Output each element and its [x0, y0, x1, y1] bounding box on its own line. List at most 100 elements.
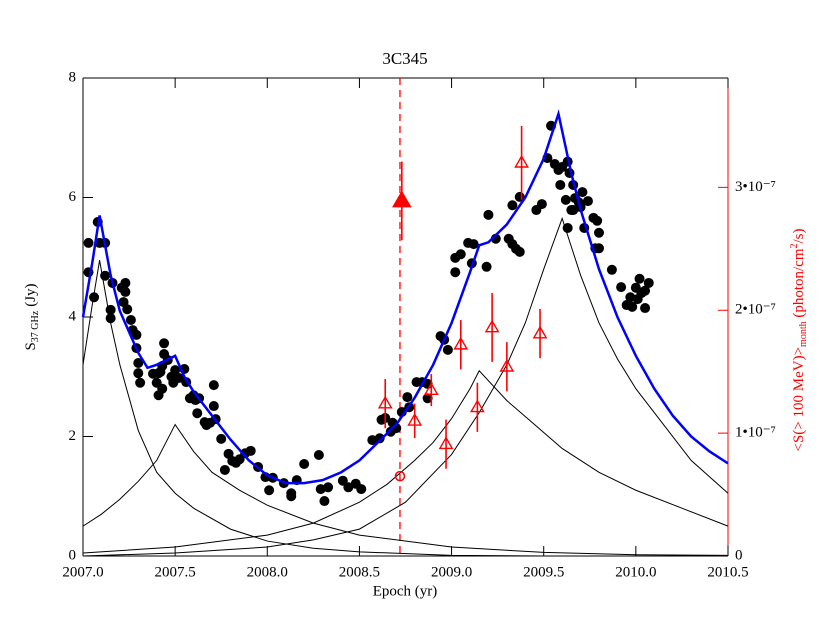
- y-tick-label: 0: [69, 547, 77, 563]
- data-point: [594, 227, 604, 238]
- gamma-point: [453, 336, 469, 350]
- data-point: [455, 249, 466, 260]
- gamma-point: [423, 382, 439, 396]
- gamma-point: [484, 319, 500, 333]
- data-point: [450, 267, 461, 278]
- model-line: [82, 216, 729, 557]
- data-point: [105, 304, 116, 315]
- y2-tick-label: 3•10⁻⁷: [735, 179, 776, 195]
- gamma-point: [514, 154, 529, 168]
- gamma-point: [407, 412, 423, 426]
- x-axis-label: Epoch (yr): [373, 583, 438, 599]
- data-point: [319, 496, 330, 507]
- x-tick-label: 2010.5: [707, 564, 748, 580]
- data-point: [120, 286, 131, 297]
- gamma-point: [469, 399, 485, 413]
- data-point: [594, 243, 604, 254]
- data-point: [468, 239, 479, 250]
- y-label-main: S: [23, 342, 39, 350]
- data-point: [402, 392, 413, 403]
- y2-axis-label: <S(> 100 MeV)>month (photon/cm2/s): [789, 228, 809, 451]
- data-point: [219, 464, 230, 475]
- data-point: [120, 277, 131, 288]
- y-label-sub: 37 GHz: [30, 310, 41, 342]
- y2-tick-label: 2•10⁻⁷: [735, 302, 776, 318]
- x-tick-label: 2007.5: [155, 564, 196, 580]
- data-point: [442, 344, 453, 355]
- data-point: [216, 433, 227, 444]
- data-point: [264, 485, 275, 496]
- data-point: [122, 304, 133, 315]
- limit-point: [394, 470, 406, 482]
- data-point: [286, 488, 297, 499]
- model-line: [82, 423, 729, 556]
- data-point: [627, 301, 638, 312]
- data-point: [173, 372, 184, 383]
- x-tick-label: 2008.0: [247, 564, 288, 580]
- y-label-unit: (Jy): [23, 283, 39, 306]
- data-point: [135, 377, 146, 388]
- x-tick-label: 2010.0: [615, 564, 656, 580]
- data-point: [577, 187, 588, 198]
- y-axis-label: S37 GHz (Jy): [23, 283, 41, 350]
- y2-label-sub: month: [798, 321, 809, 347]
- x-tick-label: 2009.5: [523, 564, 564, 580]
- data-point: [133, 368, 144, 379]
- data-point: [323, 482, 334, 493]
- data-point: [634, 273, 645, 284]
- data-point: [640, 285, 651, 296]
- data-point: [481, 261, 492, 272]
- data-point: [170, 365, 181, 376]
- data-point: [640, 303, 651, 314]
- model-line: [82, 260, 728, 557]
- data-point: [536, 199, 547, 210]
- x-tick-label: 2009.0: [431, 564, 472, 580]
- y-tick-label: 4: [69, 308, 77, 324]
- data-point: [83, 237, 94, 248]
- data-point: [131, 329, 142, 340]
- y2-tick-label: 0: [735, 547, 743, 563]
- data-point: [606, 264, 617, 275]
- y2-label-part: <S(> 100 MeV)>: [791, 347, 807, 452]
- data-point: [100, 270, 111, 281]
- data-point: [105, 313, 116, 324]
- gamma-point: [438, 436, 454, 450]
- data-point: [643, 277, 654, 288]
- gamma-point: [377, 395, 393, 409]
- y2-tick-label: 1•10⁻⁷: [735, 425, 776, 441]
- data-point: [299, 458, 310, 469]
- data-point: [313, 450, 324, 461]
- y-tick-label: 6: [69, 189, 77, 205]
- y2-label-part: (photon/cm: [791, 248, 807, 321]
- data-point: [245, 445, 256, 456]
- data-point: [507, 200, 518, 211]
- data-point: [157, 383, 168, 394]
- data-point: [582, 196, 593, 207]
- gamma-point: [499, 358, 515, 372]
- data-point: [192, 408, 203, 419]
- y-tick-label: 8: [69, 69, 77, 85]
- data-point: [133, 358, 144, 369]
- data-point: [592, 215, 603, 226]
- y-tick-label: 2: [69, 428, 77, 444]
- data-point: [616, 282, 627, 293]
- data-point: [422, 393, 433, 404]
- data-point: [560, 194, 571, 205]
- flare-point: [392, 190, 412, 208]
- model-line: [81, 109, 729, 485]
- data-point: [514, 246, 525, 257]
- y2-label-part: /s): [791, 228, 807, 243]
- data-point: [89, 292, 100, 303]
- y2-label-sup: 2: [789, 243, 800, 248]
- x-tick-label: 2007.0: [62, 564, 103, 580]
- data-point: [208, 401, 219, 412]
- data-point: [374, 433, 385, 444]
- data-point: [562, 222, 573, 233]
- model-line: [82, 369, 729, 554]
- data-point: [555, 179, 566, 190]
- data-point: [208, 380, 219, 391]
- data-point: [356, 484, 367, 495]
- data-point: [483, 209, 494, 220]
- data-point: [159, 338, 170, 349]
